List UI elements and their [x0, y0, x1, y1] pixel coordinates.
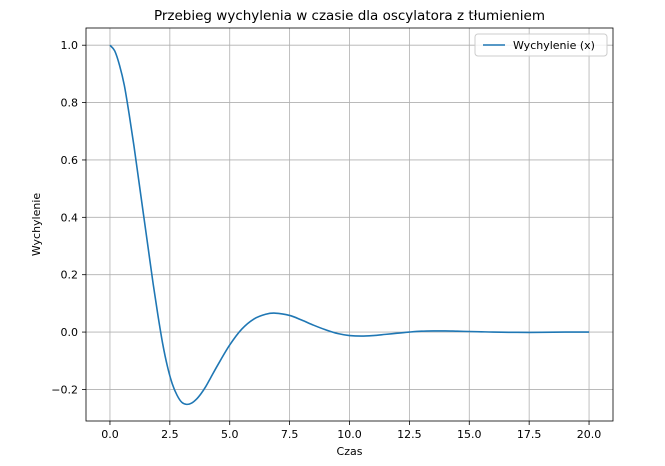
x-tick-label: 7.5 — [281, 428, 299, 441]
x-tick-label: 2.5 — [161, 428, 179, 441]
legend-series-label: Wychylenie (x) — [513, 39, 595, 52]
y-tick-label: 0.8 — [61, 97, 79, 110]
legend-box — [474, 33, 608, 57]
y-tick-label: 0.2 — [61, 269, 79, 282]
x-tick-label: 15.0 — [457, 428, 482, 441]
x-axis-label: Czas — [337, 445, 363, 458]
x-tick-label: 20.0 — [577, 428, 602, 441]
grid-lines — [86, 28, 613, 421]
x-tick-label: 5.0 — [221, 428, 239, 441]
y-tick-label: −0.2 — [51, 383, 78, 396]
x-tick-label: 12.5 — [397, 428, 422, 441]
series-layer — [109, 44, 590, 406]
y-tick-label: 0.6 — [61, 154, 79, 167]
x-tick-label: 0.0 — [101, 428, 119, 441]
series-line-wychylenie — [109, 44, 590, 406]
legend: Wychylenie (x) — [474, 33, 608, 57]
chart-title: Przebieg wychylenia w czasie dla oscylat… — [154, 8, 545, 24]
y-tick-label: 0.0 — [61, 326, 79, 339]
axis-ticks: 0.0 2.5 5.0 7.5 10.0 12.5 15.0 17.5 20.0 −0.2 0.0 0… — [51, 39, 601, 441]
y-tick-label: 1.0 — [61, 39, 79, 52]
x-tick-label: 17.5 — [517, 428, 542, 441]
y-tick-label: 0.4 — [61, 211, 79, 224]
x-tick-label: 10.0 — [337, 428, 362, 441]
y-axis-label: Wychylenie — [30, 193, 43, 257]
